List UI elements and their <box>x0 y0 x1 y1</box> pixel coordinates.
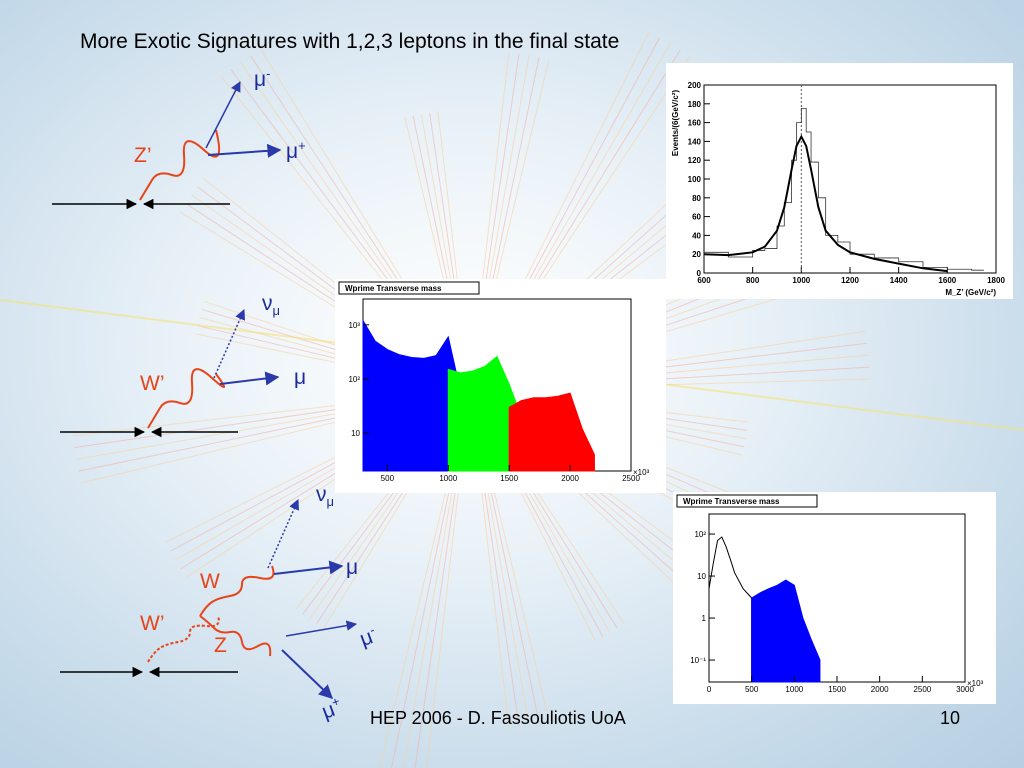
x-exponent: ×10³ <box>967 679 984 688</box>
slide-title: More Exotic Signatures with 1,2,3 lepton… <box>80 30 620 53</box>
x-tick-label: 800 <box>746 276 760 285</box>
x-tick-label: 1000 <box>439 474 457 483</box>
x-tick-label: 1000 <box>785 685 803 694</box>
y-tick-label: 0 <box>697 269 702 278</box>
x-tick-label: 500 <box>745 685 759 694</box>
zprime-label: Z’ <box>134 144 152 167</box>
neutrino-sub: μ <box>272 303 281 319</box>
x-exponent: ×10³ <box>633 468 650 477</box>
zprime-mass-plot: 0 20 40 60 80 100 120 140 160 180 200 600 800 1000 120… <box>666 63 1013 299</box>
x-tick-label: 1200 <box>841 276 859 285</box>
w-label: W <box>200 570 220 593</box>
histogram-line <box>704 108 984 271</box>
x-tick-label: 2000 <box>871 685 889 694</box>
y-tick-label: 60 <box>692 213 701 222</box>
y-tick-label: 10² <box>694 530 706 539</box>
muon-plus-sup: + <box>298 138 306 153</box>
neutrino-wz-sub: μ <box>326 494 335 510</box>
muon-plus-label: μ+ <box>286 138 306 164</box>
series-area-1 <box>751 579 821 683</box>
y-tick-label: 40 <box>692 231 701 240</box>
muon-label: μ <box>294 366 307 389</box>
y-tick-label: 200 <box>688 81 702 90</box>
muon-minus-sup: - <box>266 66 271 81</box>
neutrino-wz-label: νμ <box>316 483 334 509</box>
x-tick-label: 1500 <box>828 685 846 694</box>
wprime-wz-label: W’ <box>140 612 165 635</box>
wprime-label: W’ <box>140 372 165 395</box>
wprime-wz-mt-plot: Wprime Transverse mass 0 500 1000 1500 2000 25… <box>673 492 996 704</box>
z-label: Z <box>214 634 227 657</box>
muon-minus-label: μ- <box>254 66 270 92</box>
x-tick-label: 2000 <box>561 474 579 483</box>
y-tick-label: 160 <box>688 119 702 128</box>
x-tick-label: 1600 <box>938 276 956 285</box>
fit-curve <box>703 134 948 273</box>
plot-title: Wprime Transverse mass <box>345 284 442 293</box>
x-tick-label: 600 <box>697 276 711 285</box>
x-tick-label: 1400 <box>890 276 908 285</box>
y-tick-label: 140 <box>688 137 702 146</box>
y-tick-label: 10³ <box>348 321 360 330</box>
muon-w-label: μ <box>346 556 359 579</box>
y-tick-label: 20 <box>692 250 701 259</box>
y-tick-label: 100 <box>688 175 702 184</box>
y-tick-label: 120 <box>688 156 702 165</box>
y-tick-label: 10⁻¹ <box>690 656 706 665</box>
plot-title: Wprime Transverse mass <box>683 497 780 506</box>
x-tick-label: 1800 <box>987 276 1005 285</box>
x-tick-label: 2500 <box>913 685 931 694</box>
plot-frame <box>708 513 966 683</box>
wprime-mt-plot: Wprime Transverse mass 500 1000 1500 2000 250… <box>335 279 666 493</box>
series-area-2 <box>508 392 595 472</box>
neutrino-base: ν <box>262 292 273 315</box>
footer-text: HEP 2006 - D. Fassouliotis UoA <box>370 708 626 728</box>
x-tick-label: 0 <box>707 685 712 694</box>
plot-title-box <box>676 494 818 508</box>
page-number: 10 <box>940 708 961 728</box>
neutrino-label: νμ <box>262 292 280 318</box>
y-tick-label: 10 <box>351 429 360 438</box>
y-tick-label: 10 <box>697 572 706 581</box>
y-tick-label: 10² <box>348 375 360 384</box>
plot-title-box <box>338 281 480 295</box>
muon-minus-base: μ <box>254 68 267 91</box>
neutrino-wz-base: ν <box>316 483 327 506</box>
y-tick-label: 80 <box>692 194 701 203</box>
x-tick-label: 3000 <box>956 685 974 694</box>
zprime-xlabel: M_Z’ (GeV/c²) <box>945 288 996 297</box>
x-tick-label: 1500 <box>500 474 518 483</box>
y-tick-label: 1 <box>702 614 707 623</box>
y-tick-label: 180 <box>688 100 702 109</box>
zprime-feynman-diagram <box>52 81 282 210</box>
x-tick-label: 500 <box>381 474 395 483</box>
x-tick-label: 1000 <box>792 276 810 285</box>
x-tick-label: 2500 <box>622 474 640 483</box>
wprime-feynman-diagram <box>60 309 280 438</box>
zprime-ylabel: Events/(6(GeV/c²) <box>671 90 680 157</box>
muon-plus-base: μ <box>286 140 299 163</box>
wz-feynman-diagram <box>60 499 358 699</box>
